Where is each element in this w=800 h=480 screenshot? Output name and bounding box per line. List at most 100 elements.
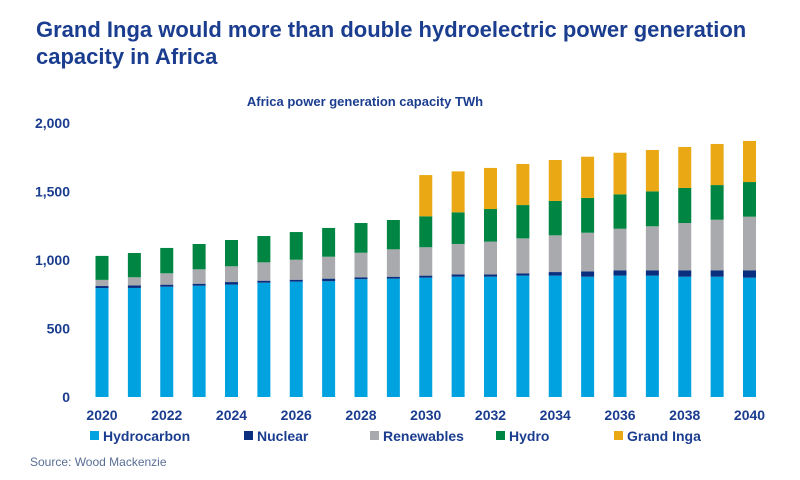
bar-nuclear-2027 bbox=[322, 278, 336, 282]
bar-hydrocarbon-2024 bbox=[225, 284, 238, 397]
bar-grand-inga-2037 bbox=[645, 149, 659, 192]
bar-grand-inga-2033 bbox=[516, 163, 530, 206]
bar-nuclear-2025 bbox=[257, 280, 271, 283]
bar-hydro-2038 bbox=[678, 187, 692, 224]
bar-grand-inga-2036 bbox=[613, 152, 627, 195]
x-tick-label: 2020 bbox=[86, 407, 117, 423]
bar-renewables-2039 bbox=[710, 219, 724, 271]
bar-hydrocarbon-2035 bbox=[581, 276, 595, 397]
bar-hydrocarbon-2039 bbox=[710, 276, 724, 397]
bar-renewables-2023 bbox=[192, 269, 206, 284]
bar-hydrocarbon-2022 bbox=[160, 286, 174, 397]
bar-hydro-2029 bbox=[386, 219, 400, 250]
bar-hydro-2025 bbox=[257, 236, 271, 263]
bar-nuclear-2021 bbox=[127, 285, 141, 288]
bar-hydro-2033 bbox=[516, 205, 530, 239]
bar-hydrocarbon-2027 bbox=[322, 281, 336, 397]
bar-hydrocarbon-2028 bbox=[354, 279, 368, 397]
bar-renewables-2025 bbox=[257, 262, 271, 281]
bar-hydrocarbon-2023 bbox=[192, 285, 206, 397]
bar-hydro-2037 bbox=[645, 191, 659, 227]
bar-hydro-2020 bbox=[95, 255, 109, 280]
x-tick-label: 2026 bbox=[281, 407, 312, 423]
bar-hydro-2036 bbox=[613, 194, 627, 229]
bar-hydrocarbon-2038 bbox=[678, 276, 692, 397]
bar-hydrocarbon-2029 bbox=[386, 278, 400, 397]
bar-renewables-2040 bbox=[743, 216, 756, 271]
bars bbox=[95, 140, 756, 397]
bar-renewables-2035 bbox=[581, 232, 595, 272]
legend-label: Hydro bbox=[509, 428, 549, 444]
bar-hydro-2022 bbox=[160, 247, 174, 274]
bar-hydro-2027 bbox=[322, 227, 336, 257]
bar-nuclear-2029 bbox=[386, 276, 400, 279]
bar-hydro-2024 bbox=[225, 239, 238, 267]
bar-nuclear-2036 bbox=[613, 270, 627, 276]
bar-renewables-2034 bbox=[548, 235, 562, 273]
bar-grand-inga-2032 bbox=[484, 167, 497, 210]
x-tick-label: 2032 bbox=[475, 407, 506, 423]
legend-swatch-hydrocarbon bbox=[90, 431, 99, 440]
bar-nuclear-2039 bbox=[710, 270, 724, 277]
bar-nuclear-2032 bbox=[484, 274, 497, 277]
bar-hydrocarbon-2040 bbox=[743, 277, 756, 397]
legend-label: Nuclear bbox=[257, 428, 309, 444]
bar-nuclear-2037 bbox=[645, 270, 659, 276]
bar-hydrocarbon-2033 bbox=[516, 275, 530, 397]
bar-renewables-2026 bbox=[289, 259, 303, 280]
bar-hydro-2026 bbox=[289, 232, 303, 260]
bar-renewables-2021 bbox=[127, 277, 141, 286]
bar-hydrocarbon-2034 bbox=[548, 275, 562, 397]
bar-nuclear-2034 bbox=[548, 272, 562, 276]
bar-grand-inga-2040 bbox=[743, 140, 756, 183]
bar-renewables-2020 bbox=[95, 279, 109, 287]
x-tick-label: 2034 bbox=[540, 407, 571, 423]
y-tick-label: 1,000 bbox=[35, 252, 70, 268]
bar-grand-inga-2039 bbox=[710, 143, 724, 186]
bar-hydrocarbon-2030 bbox=[419, 277, 433, 397]
chart-subtitle: Africa power generation capacity TWh bbox=[247, 94, 483, 109]
bar-renewables-2031 bbox=[451, 243, 465, 275]
y-tick-label: 2,000 bbox=[35, 115, 70, 131]
source-note: Source: Wood Mackenzie bbox=[30, 455, 167, 469]
y-tick-label: 0 bbox=[62, 389, 70, 405]
bar-renewables-2022 bbox=[160, 273, 174, 285]
bar-hydrocarbon-2037 bbox=[645, 275, 659, 397]
bar-hydro-2035 bbox=[581, 197, 595, 233]
bar-hydro-2030 bbox=[419, 216, 433, 248]
bar-hydro-2039 bbox=[710, 185, 724, 220]
bar-grand-inga-2038 bbox=[678, 146, 692, 188]
bar-hydro-2028 bbox=[354, 223, 368, 253]
chart-title: Grand Inga would more than double hydroe… bbox=[36, 17, 747, 69]
bar-nuclear-2035 bbox=[581, 271, 595, 277]
bar-hydro-2021 bbox=[127, 253, 141, 278]
legend-swatch-hydro bbox=[496, 431, 505, 440]
bar-renewables-2032 bbox=[484, 241, 497, 275]
bar-nuclear-2020 bbox=[95, 286, 109, 289]
bar-nuclear-2022 bbox=[160, 284, 174, 287]
bar-renewables-2024 bbox=[225, 266, 238, 283]
bar-hydro-2023 bbox=[192, 243, 206, 270]
bar-nuclear-2040 bbox=[743, 270, 756, 278]
y-tick-label: 1,500 bbox=[35, 184, 70, 200]
bar-renewables-2036 bbox=[613, 228, 627, 271]
bar-grand-inga-2035 bbox=[581, 156, 595, 198]
x-tick-label: 2022 bbox=[151, 407, 182, 423]
bar-hydro-2034 bbox=[548, 200, 562, 236]
x-tick-label: 2028 bbox=[345, 407, 376, 423]
bar-nuclear-2024 bbox=[225, 282, 238, 285]
legend-swatch-renewables bbox=[370, 431, 379, 440]
bar-nuclear-2023 bbox=[192, 283, 206, 286]
bar-nuclear-2030 bbox=[419, 275, 433, 278]
x-axis: 2020 2022 2024 2026 2028 2030 2032 2034 2036 2038… bbox=[86, 407, 765, 423]
bar-renewables-2030 bbox=[419, 247, 433, 276]
bar-nuclear-2038 bbox=[678, 270, 692, 277]
bar-renewables-2037 bbox=[645, 226, 659, 271]
bar-renewables-2028 bbox=[354, 252, 368, 278]
bar-grand-inga-2030 bbox=[419, 175, 433, 217]
bar-hydro-2040 bbox=[743, 182, 756, 217]
bar-renewables-2029 bbox=[386, 249, 400, 277]
bar-hydro-2032 bbox=[484, 209, 497, 242]
x-tick-label: 2038 bbox=[669, 407, 700, 423]
bar-renewables-2033 bbox=[516, 238, 530, 274]
